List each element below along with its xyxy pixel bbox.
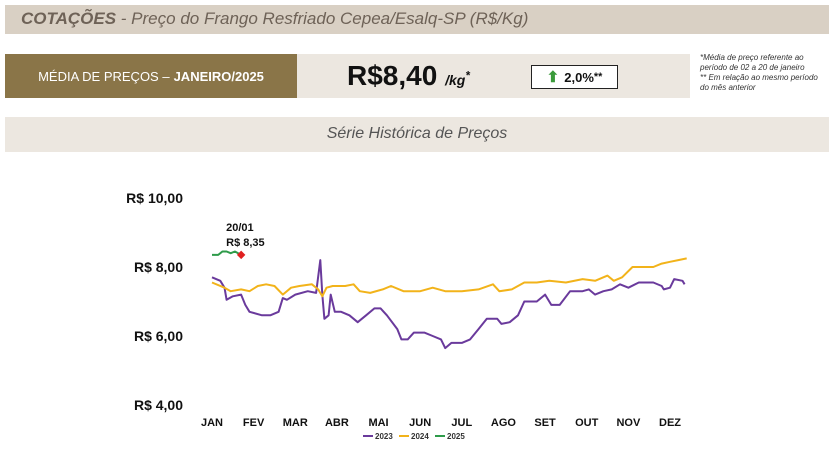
legend-label-2025: 2025 [447,432,465,441]
footnote-2: ** Em relação ao mesmo período do mês an… [700,73,818,92]
y-tick-label: R$ 8,00 [134,259,183,275]
title-rest: - Preço do Frango Resfriado Cepea/Esalq-… [116,9,529,28]
x-tick-label: JUN [409,417,431,429]
x-tick-label: FEV [243,417,265,429]
footnotes: *Média de preço referente ao período de … [700,53,828,93]
x-tick-label: AGO [491,417,517,429]
avg-label-text: MÉDIA DE PREÇOS – [38,68,170,84]
page-title: COTAÇÕES - Preço do Frango Resfriado Cep… [21,9,528,29]
change-mark: ** [593,71,603,83]
arrow-up-icon: ⬆ [546,69,560,86]
legend-label-2023: 2023 [375,432,393,441]
avg-period: JANEIRO/2025 [173,68,264,84]
x-tick-label: JAN [201,417,223,429]
price-unit-mark: * [465,69,470,83]
price-unit: /kg* [445,69,470,88]
price-box: R$8,40 /kg* ⬆ 2,0% ** [297,54,690,98]
annotation-marker [236,250,246,260]
x-tick-label: ABR [325,417,349,429]
average-price-label: MÉDIA DE PREÇOS – JANEIRO/2025 [5,54,297,98]
series-header: Série Histórica de Preços [5,117,829,152]
x-tick-label: MAI [368,417,388,429]
annotation-value: R$ 8,35 [226,237,265,249]
annotation-date: 20/01 [226,222,254,234]
price-chart: R$ 10,00 R$ 8,00 R$ 6,00 R$ 4,00 JAN FEV MAR AB… [126,190,687,441]
y-tick-label: R$ 4,00 [134,397,183,413]
x-tick-label: NOV [616,417,641,429]
y-tick-label: R$ 10,00 [126,190,183,206]
x-tick-label: OUT [575,417,599,429]
price-value: R$8,40 /kg* [347,60,470,92]
change-value: 2,0% [564,69,594,85]
series-line-2025 [212,250,242,256]
y-tick-label: R$ 6,00 [134,328,183,344]
series-line-2023 [211,259,686,350]
x-tick-label: JUL [451,417,472,429]
series-title: Série Histórica de Preços [326,125,508,142]
title-bold: COTAÇÕES [21,9,117,28]
series-line-2024 [211,257,687,298]
x-tick-label: MAR [283,417,308,429]
footnote-1: *Média de preço referente ao período de … [700,53,805,72]
x-tick-label: DEZ [659,417,681,429]
header-bar: COTAÇÕES - Preço do Frango Resfriado Cep… [5,5,829,34]
x-tick-label: SET [534,417,556,429]
change-badge: ⬆ 2,0% ** [531,65,618,89]
legend-label-2024: 2024 [411,432,429,441]
price-number: R$8,40 [347,60,438,91]
